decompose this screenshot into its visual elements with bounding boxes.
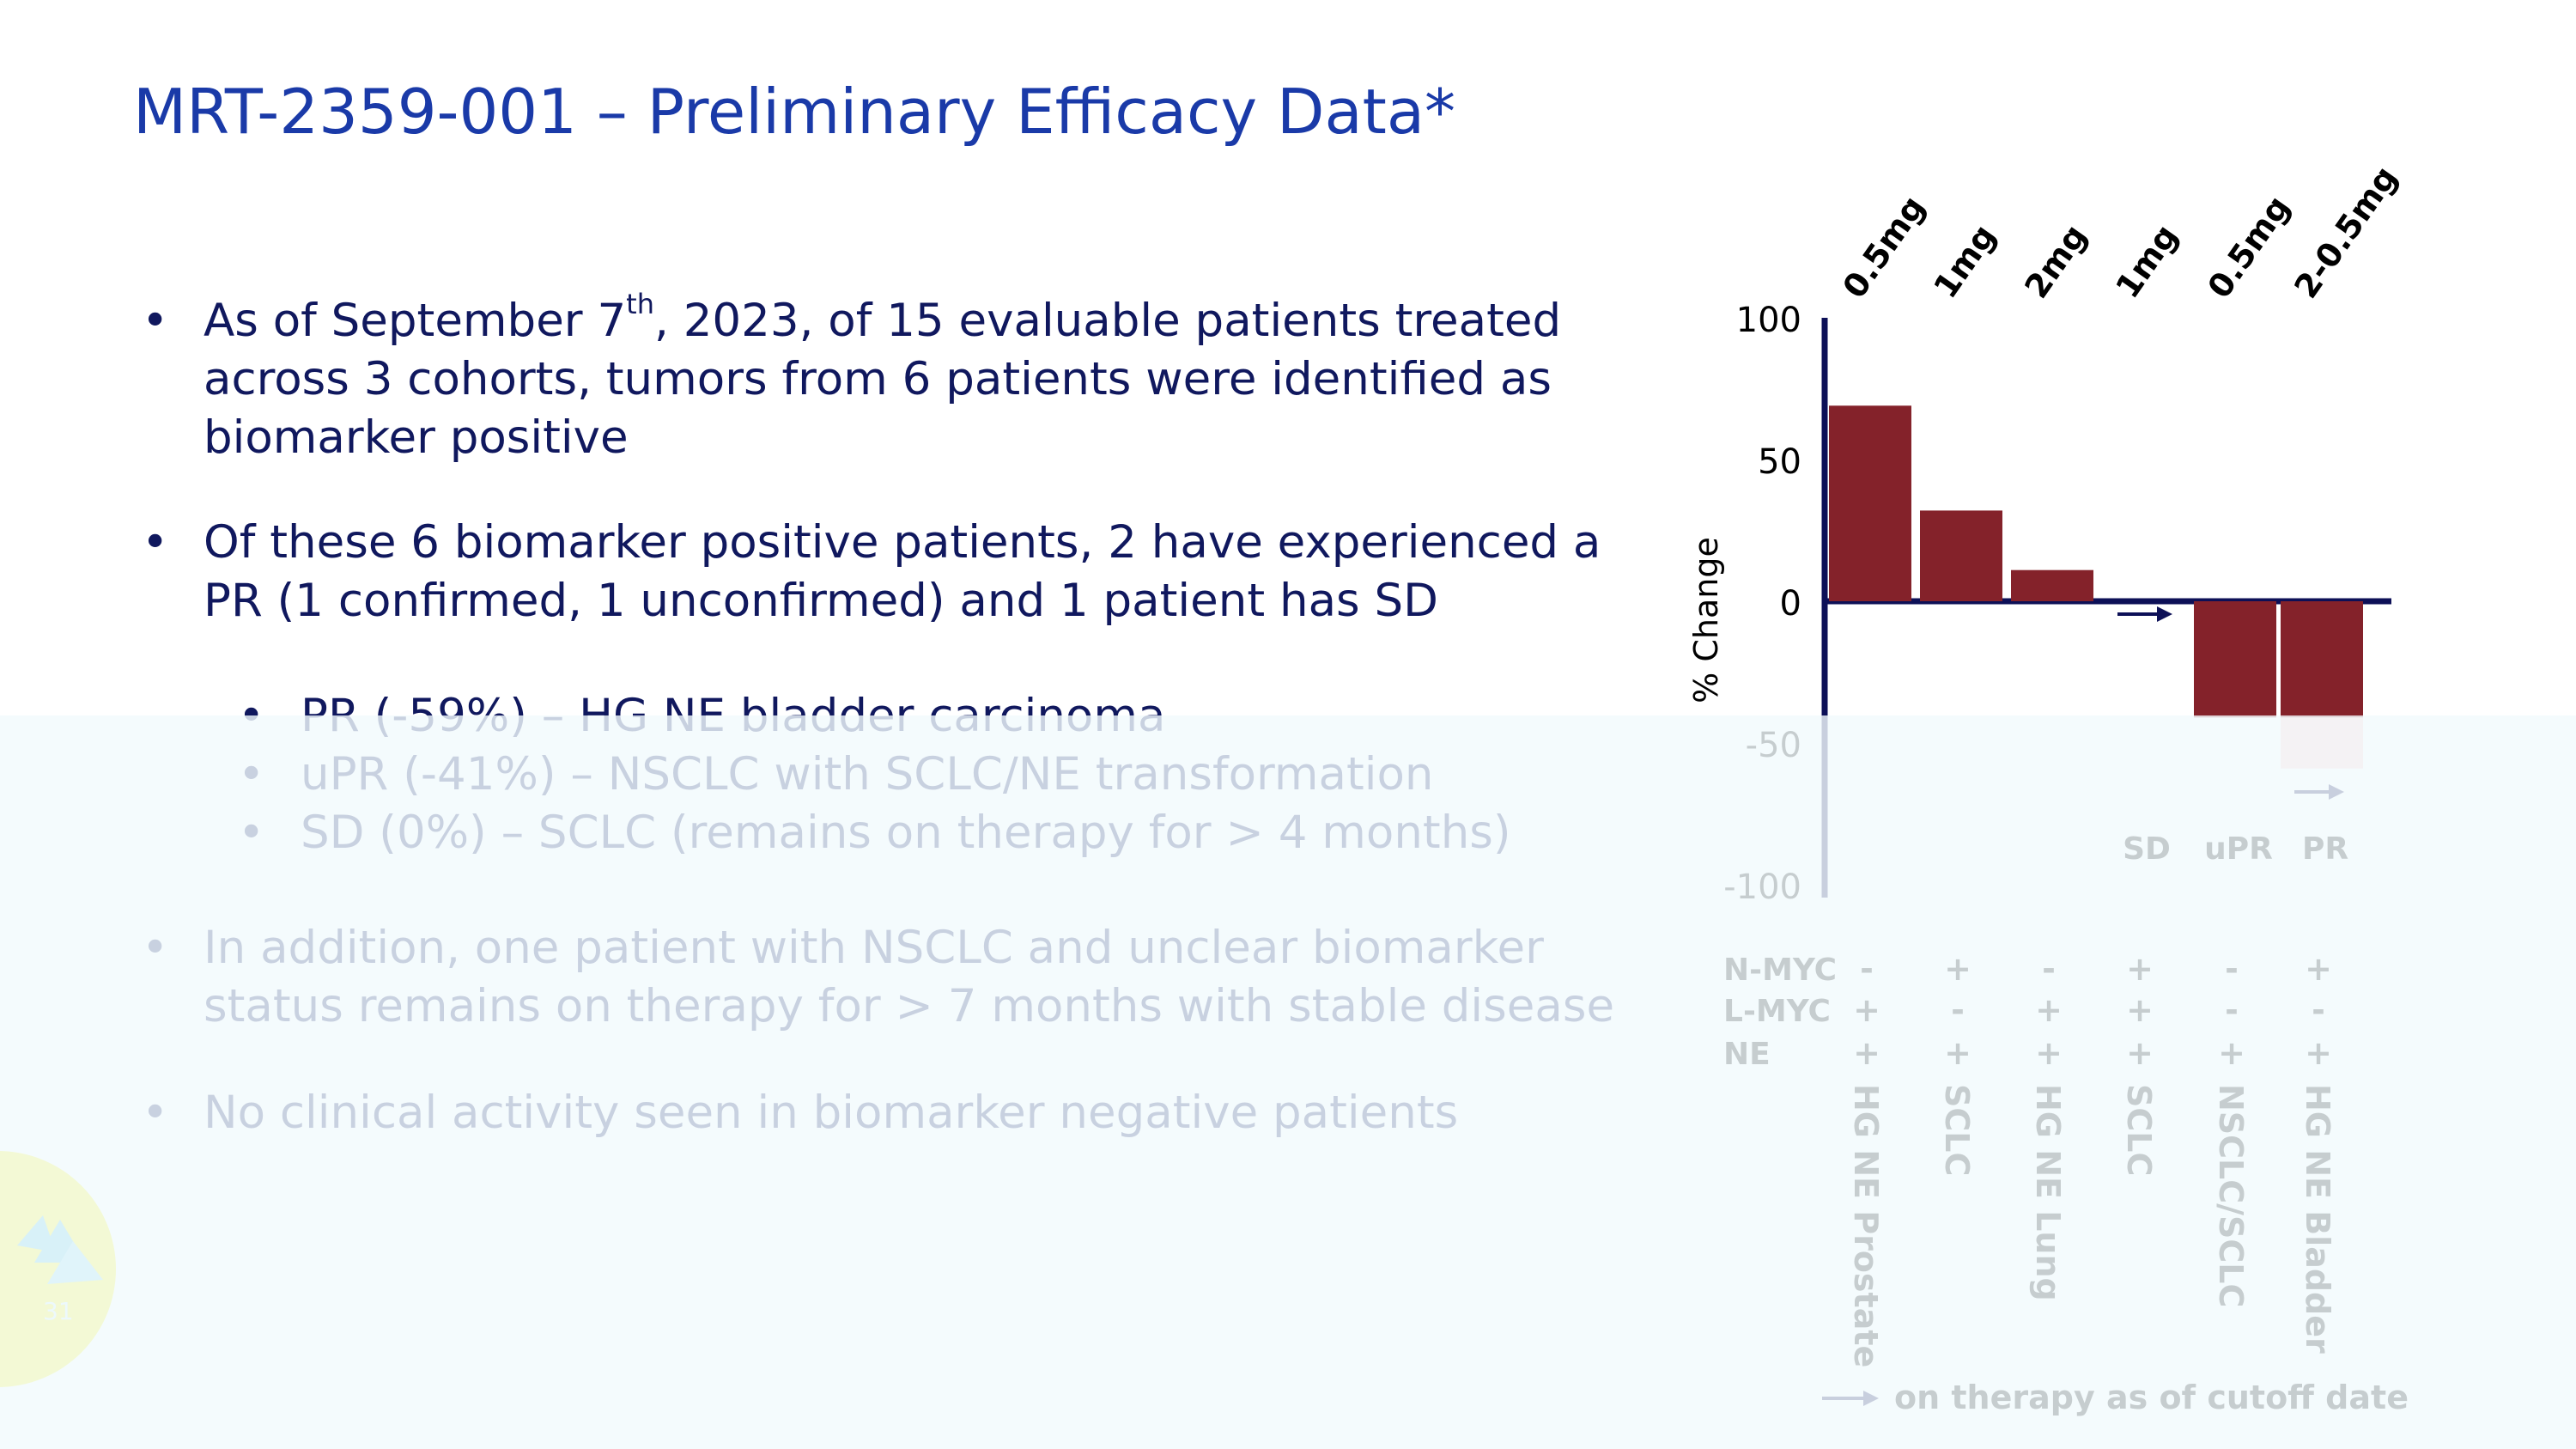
y-tick-label: -100 xyxy=(1723,868,1801,907)
biomarker-value: + xyxy=(1853,1034,1880,1072)
on-therapy-arrow-head xyxy=(2157,606,2172,622)
dose-label: 2-0.5mg xyxy=(2287,159,2404,305)
legend-arrow-icon-head xyxy=(1863,1391,1879,1406)
biomarker-value: - xyxy=(1951,991,1965,1029)
biomarker-value: + xyxy=(2035,1034,2063,1072)
logo-mark-icon xyxy=(17,1215,103,1284)
biomarker-value: + xyxy=(2126,1034,2154,1072)
biomarker-row-label: L-MYC xyxy=(1723,994,1831,1029)
y-tick-label: 0 xyxy=(1780,584,1801,624)
page-title: MRT-2359-001 – Preliminary Efficacy Data… xyxy=(133,76,1455,148)
biomarker-row-label: NE xyxy=(1723,1037,1771,1072)
on-therapy-arrow-head xyxy=(2329,784,2344,800)
dose-label: 1mg xyxy=(1926,218,2003,306)
bar-tail xyxy=(2281,717,2363,769)
biomarker-value: + xyxy=(2218,1034,2245,1072)
dose-label: 2mg xyxy=(2017,218,2094,306)
biomarker-value: + xyxy=(2305,1034,2332,1072)
y-axis-title: % Change xyxy=(1687,537,1725,703)
category-label: HG NE Prostate xyxy=(1847,1084,1885,1367)
bar xyxy=(2281,601,2363,718)
y-tick-label: -50 xyxy=(1746,726,1801,765)
biomarker-value: + xyxy=(1944,950,1971,988)
biomarker-value: - xyxy=(1860,950,1874,988)
category-label: NSCLC/SCLC xyxy=(2212,1084,2250,1307)
y-tick-label: 50 xyxy=(1758,442,1801,482)
response-label: PR xyxy=(2302,831,2348,867)
biomarker-value: + xyxy=(2035,991,2063,1029)
company-logo xyxy=(0,1151,116,1387)
biomarker-value: - xyxy=(2042,950,2056,988)
y-tick-label: 100 xyxy=(1736,301,1801,340)
biomarker-value: - xyxy=(2312,991,2325,1029)
bar xyxy=(1920,510,2002,601)
biomarker-value: + xyxy=(1853,991,1880,1029)
biomarker-value: + xyxy=(2305,950,2332,988)
response-label: uPR xyxy=(2204,831,2273,867)
category-label: SCLC xyxy=(1938,1084,1976,1176)
biomarker-value: + xyxy=(2126,991,2154,1029)
biomarker-value: - xyxy=(2225,991,2239,1029)
bar xyxy=(1829,405,1911,601)
bar xyxy=(2011,569,2093,601)
biomarker-value: + xyxy=(1944,1034,1971,1072)
biomarker-row-label: N-MYC xyxy=(1723,953,1837,988)
biomarker-value: - xyxy=(2225,950,2239,988)
response-label: SD xyxy=(2123,831,2171,867)
dose-label: 1mg xyxy=(2108,218,2185,306)
dose-label: 0.5mg xyxy=(1835,189,1932,305)
category-label: HG NE Lung xyxy=(2029,1084,2067,1301)
bar xyxy=(2194,601,2276,718)
dose-label: 0.5mg xyxy=(2200,189,2297,305)
category-label: HG NE Bladder xyxy=(2299,1084,2336,1354)
legend-label: on therapy as of cutoff date xyxy=(1894,1379,2409,1416)
category-label: SCLC xyxy=(2120,1084,2158,1176)
page-number: 31 xyxy=(43,1297,74,1325)
biomarker-value: + xyxy=(2126,950,2154,988)
